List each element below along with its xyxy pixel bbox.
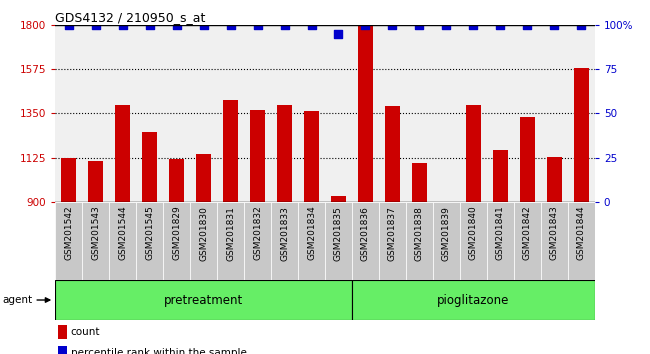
Text: GSM201835: GSM201835 — [334, 206, 343, 261]
Point — [252, 22, 263, 28]
FancyBboxPatch shape — [568, 202, 595, 280]
Text: GSM201844: GSM201844 — [577, 206, 586, 260]
Text: GSM201545: GSM201545 — [145, 206, 154, 261]
Point — [387, 22, 398, 28]
FancyBboxPatch shape — [352, 202, 379, 280]
Text: GSM201542: GSM201542 — [64, 206, 73, 260]
Point — [576, 22, 586, 28]
Bar — [520, 117, 535, 202]
Bar — [385, 107, 400, 202]
Text: GSM201834: GSM201834 — [307, 206, 316, 261]
Bar — [466, 105, 481, 202]
FancyBboxPatch shape — [325, 202, 352, 280]
Bar — [196, 154, 211, 202]
Point — [360, 22, 370, 28]
Text: GSM201836: GSM201836 — [361, 206, 370, 261]
FancyBboxPatch shape — [352, 280, 595, 320]
Bar — [412, 164, 427, 202]
Point — [468, 22, 478, 28]
Bar — [88, 161, 103, 202]
Bar — [142, 132, 157, 202]
Text: GSM201543: GSM201543 — [91, 206, 100, 261]
Text: GSM201840: GSM201840 — [469, 206, 478, 261]
Point — [90, 22, 101, 28]
FancyBboxPatch shape — [190, 202, 217, 280]
Point — [198, 22, 209, 28]
Point — [333, 31, 344, 36]
Text: GDS4132 / 210950_s_at: GDS4132 / 210950_s_at — [55, 11, 205, 24]
Text: GSM201842: GSM201842 — [523, 206, 532, 260]
Text: GSM201843: GSM201843 — [550, 206, 559, 261]
Text: GSM201830: GSM201830 — [199, 206, 208, 261]
Point — [441, 22, 452, 28]
Text: GSM201831: GSM201831 — [226, 206, 235, 261]
Point — [522, 22, 532, 28]
Text: GSM201832: GSM201832 — [253, 206, 262, 261]
FancyBboxPatch shape — [55, 280, 352, 320]
FancyBboxPatch shape — [379, 202, 406, 280]
Text: count: count — [71, 327, 100, 337]
Bar — [250, 110, 265, 202]
Bar — [115, 105, 130, 202]
Bar — [223, 101, 238, 202]
FancyBboxPatch shape — [163, 202, 190, 280]
Bar — [331, 196, 346, 202]
Text: GSM201839: GSM201839 — [442, 206, 451, 261]
Point — [144, 22, 155, 28]
FancyBboxPatch shape — [217, 202, 244, 280]
FancyBboxPatch shape — [136, 202, 163, 280]
FancyBboxPatch shape — [109, 202, 136, 280]
Point — [172, 22, 182, 28]
Point — [64, 22, 74, 28]
Text: pretreatment: pretreatment — [164, 293, 243, 307]
FancyBboxPatch shape — [55, 202, 82, 280]
Bar — [169, 159, 184, 202]
FancyBboxPatch shape — [298, 202, 325, 280]
FancyBboxPatch shape — [514, 202, 541, 280]
Bar — [58, 346, 66, 354]
Bar — [574, 68, 589, 202]
Bar — [493, 150, 508, 202]
Text: agent: agent — [3, 295, 33, 305]
Text: pioglitazone: pioglitazone — [437, 293, 510, 307]
Point — [549, 22, 560, 28]
FancyBboxPatch shape — [244, 202, 271, 280]
Point — [226, 22, 236, 28]
Point — [118, 22, 128, 28]
Bar — [547, 156, 562, 202]
Bar — [277, 105, 292, 202]
Bar — [304, 111, 319, 202]
Text: GSM201838: GSM201838 — [415, 206, 424, 261]
Point — [306, 22, 317, 28]
Point — [495, 22, 506, 28]
Bar — [358, 25, 373, 202]
FancyBboxPatch shape — [82, 202, 109, 280]
FancyBboxPatch shape — [433, 202, 460, 280]
Text: GSM201841: GSM201841 — [496, 206, 505, 261]
FancyBboxPatch shape — [460, 202, 487, 280]
Text: GSM201829: GSM201829 — [172, 206, 181, 261]
FancyBboxPatch shape — [271, 202, 298, 280]
Bar — [61, 158, 76, 202]
Point — [280, 22, 290, 28]
Bar — [58, 325, 66, 339]
Bar — [439, 202, 454, 203]
Text: percentile rank within the sample: percentile rank within the sample — [71, 348, 246, 354]
FancyBboxPatch shape — [541, 202, 568, 280]
Text: GSM201837: GSM201837 — [388, 206, 397, 261]
FancyBboxPatch shape — [487, 202, 514, 280]
Text: GSM201544: GSM201544 — [118, 206, 127, 260]
Text: GSM201833: GSM201833 — [280, 206, 289, 261]
Point — [414, 22, 424, 28]
FancyBboxPatch shape — [406, 202, 433, 280]
